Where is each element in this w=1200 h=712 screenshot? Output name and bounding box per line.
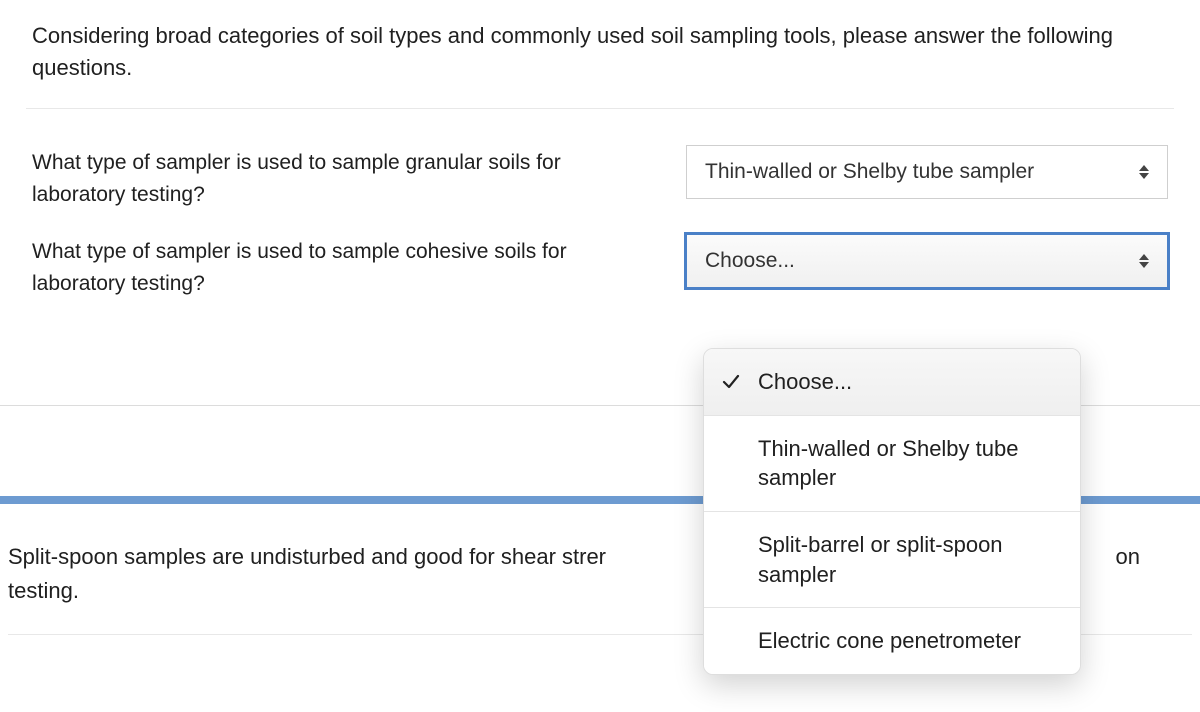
sampler-select-2[interactable]: Choose... xyxy=(686,234,1168,288)
dropdown-option-splitspoon[interactable]: Split-barrel or split-spoon sampler xyxy=(704,512,1080,608)
select-value-label: Choose... xyxy=(705,249,795,272)
updown-icon xyxy=(1139,165,1149,179)
next-question-text-left: Split-spoon samples are undisturbed and … xyxy=(8,540,606,574)
question-card: Considering broad categories of soil typ… xyxy=(0,0,1200,333)
sampler-select-1[interactable]: Thin-walled or Shelby tube sampler xyxy=(686,145,1168,199)
select-value-label: Thin-walled or Shelby tube sampler xyxy=(705,160,1034,183)
question-row: What type of sampler is used to sample c… xyxy=(32,234,1168,301)
option-label: Electric cone penetrometer xyxy=(758,628,1021,653)
option-label: Choose... xyxy=(758,369,852,394)
qa-block: What type of sampler is used to sample g… xyxy=(26,109,1174,333)
dropdown-option-shelby[interactable]: Thin-walled or Shelby tube sampler xyxy=(704,416,1080,512)
question-row: What type of sampler is used to sample g… xyxy=(32,145,1168,212)
next-question-text-right: on xyxy=(1116,540,1192,574)
dropdown-popup: Choose... Thin-walled or Shelby tube sam… xyxy=(703,348,1081,675)
dropdown-option-choose[interactable]: Choose... xyxy=(704,349,1080,416)
question-prompt: What type of sampler is used to sample c… xyxy=(32,234,652,301)
select-wrap: Thin-walled or Shelby tube sampler xyxy=(686,145,1168,199)
option-label: Thin-walled or Shelby tube sampler xyxy=(758,436,1018,491)
question-prompt: What type of sampler is used to sample g… xyxy=(32,145,652,212)
check-icon xyxy=(722,369,740,399)
dropdown-option-econe[interactable]: Electric cone penetrometer xyxy=(704,608,1080,674)
intro-text: Considering broad categories of soil typ… xyxy=(26,0,1174,109)
updown-icon xyxy=(1139,254,1149,268)
select-wrap: Choose... xyxy=(686,234,1168,288)
option-label: Split-barrel or split-spoon sampler xyxy=(758,532,1003,587)
